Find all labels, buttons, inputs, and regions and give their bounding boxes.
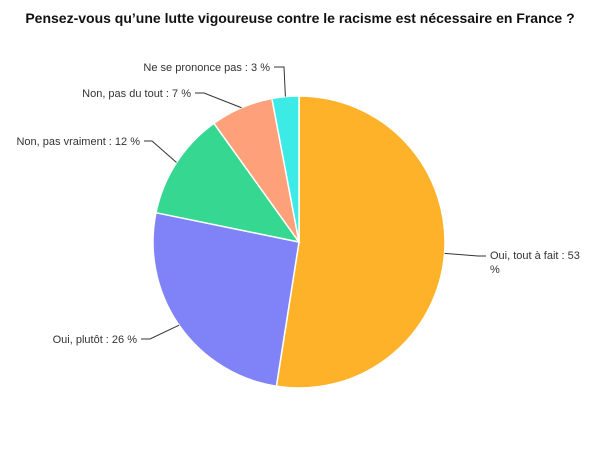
- pie-slice-1: [152, 211, 300, 388]
- slice-label-4: Ne se prononce pas : 3 %: [143, 62, 270, 74]
- leader-line-1: [141, 324, 180, 340]
- pie-slice-0: [275, 95, 446, 389]
- pie-slice-4: [271, 95, 300, 243]
- leader-line-0: [444, 252, 486, 257]
- chart-title: Pensez-vous qu’une lutte vigoureuse cont…: [25, 10, 575, 26]
- slice-label-1: Oui, plutôt : 26 %: [53, 334, 138, 346]
- pie-slice-2: [155, 122, 301, 244]
- leader-line-3: [195, 92, 242, 109]
- slice-label-2: Non, pas vraiment : 12 %: [16, 136, 140, 148]
- leader-line-2: [144, 140, 177, 163]
- leader-line-4: [274, 66, 286, 97]
- slice-label-0: Oui, tout à fait : 53%: [490, 250, 580, 276]
- slice-label-3: Non, pas du tout : 7 %: [82, 88, 191, 100]
